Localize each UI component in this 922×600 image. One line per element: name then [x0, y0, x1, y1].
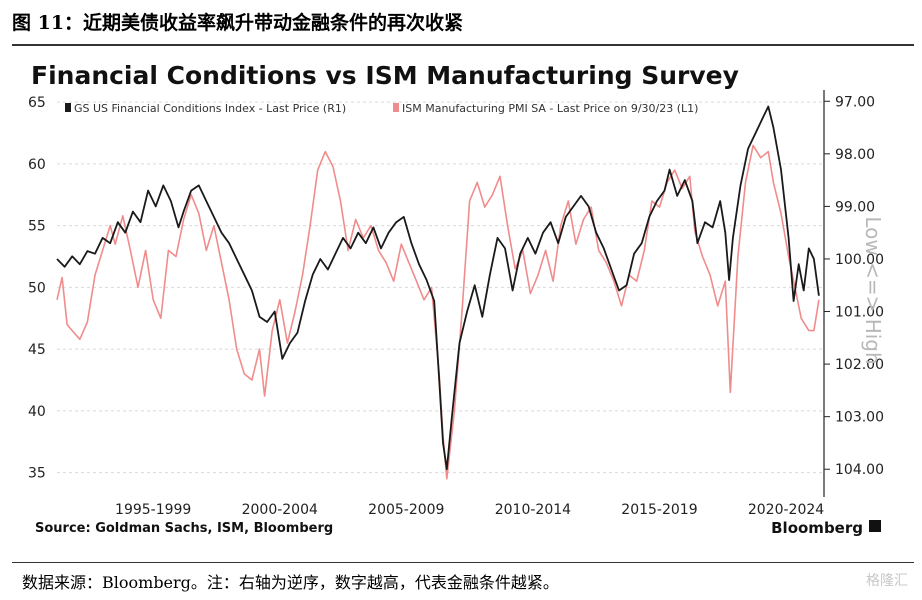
x-tick-label: 2000-2004: [242, 502, 318, 518]
right-tick-label: 99.00: [835, 199, 875, 215]
legend: GS US Financial Conditions Index - Last …: [65, 102, 698, 115]
plot-area: 35 40 45 50 55 60 65 97.00 98.00 99.00 100.00 101.0…: [28, 90, 885, 518]
brand-logo-icon: [869, 520, 881, 532]
left-tick-label: 60: [28, 157, 46, 173]
chart-svg: Financial Conditions vs ISM Manufacturin…: [28, 61, 885, 537]
right-tick-label: 104.00: [835, 462, 884, 478]
legend-entry-0: GS US Financial Conditions Index - Last …: [74, 102, 346, 115]
chart-panel: Financial Conditions vs ISM Manufacturin…: [23, 50, 913, 550]
chart-source: Source: Goldman Sachs, ISM, Bloomberg: [35, 521, 333, 536]
x-tick-label: 2005-2009: [368, 502, 444, 518]
left-tick-label: 65: [28, 95, 46, 111]
right-tick-label: 100.00: [835, 252, 884, 268]
right-tick-label: 103.00: [835, 410, 884, 426]
bottom-rule: [12, 562, 914, 563]
figure-note: 数据来源：Bloomberg。注：右轴为逆序，数字越高，代表金融条件越紧。: [22, 573, 559, 592]
left-tick-label: 35: [28, 466, 46, 482]
left-tick-label: 55: [28, 219, 46, 235]
legend-entry-1: ISM Manufacturing PMI SA - Last Price on…: [402, 102, 698, 115]
series-line-ism-pmi: [56, 144, 820, 480]
watermark: 格隆汇: [866, 573, 908, 589]
right-tick-label: 102.00: [835, 357, 884, 373]
right-axis-label: Low <=> High: [861, 216, 885, 364]
right-tick-label: 97.00: [835, 94, 875, 110]
right-tick-label: 98.00: [835, 147, 875, 163]
x-tick-label: 1995-1999: [115, 502, 191, 518]
left-tick-label: 50: [28, 280, 46, 296]
figure-caption: 图 11：近期美债收益率飙升带动金融条件的再次收紧: [12, 12, 464, 34]
legend-swatch-0: [65, 103, 71, 112]
bloomberg-brand: Bloomberg: [771, 519, 881, 537]
brand-label: Bloomberg: [771, 519, 863, 537]
x-tick-label: 2010-2014: [495, 502, 571, 518]
series-line-financial-conditions: [56, 105, 820, 471]
left-tick-label: 45: [28, 342, 46, 358]
top-rule: [12, 44, 914, 46]
left-tick-label: 40: [28, 404, 46, 420]
right-tick-label: 101.00: [835, 305, 884, 321]
chart-title: Financial Conditions vs ISM Manufacturin…: [31, 61, 739, 90]
x-tick-label: 2015-2019: [621, 502, 697, 518]
legend-swatch-1: [393, 103, 399, 112]
x-tick-label: 2020-2024: [748, 502, 824, 518]
